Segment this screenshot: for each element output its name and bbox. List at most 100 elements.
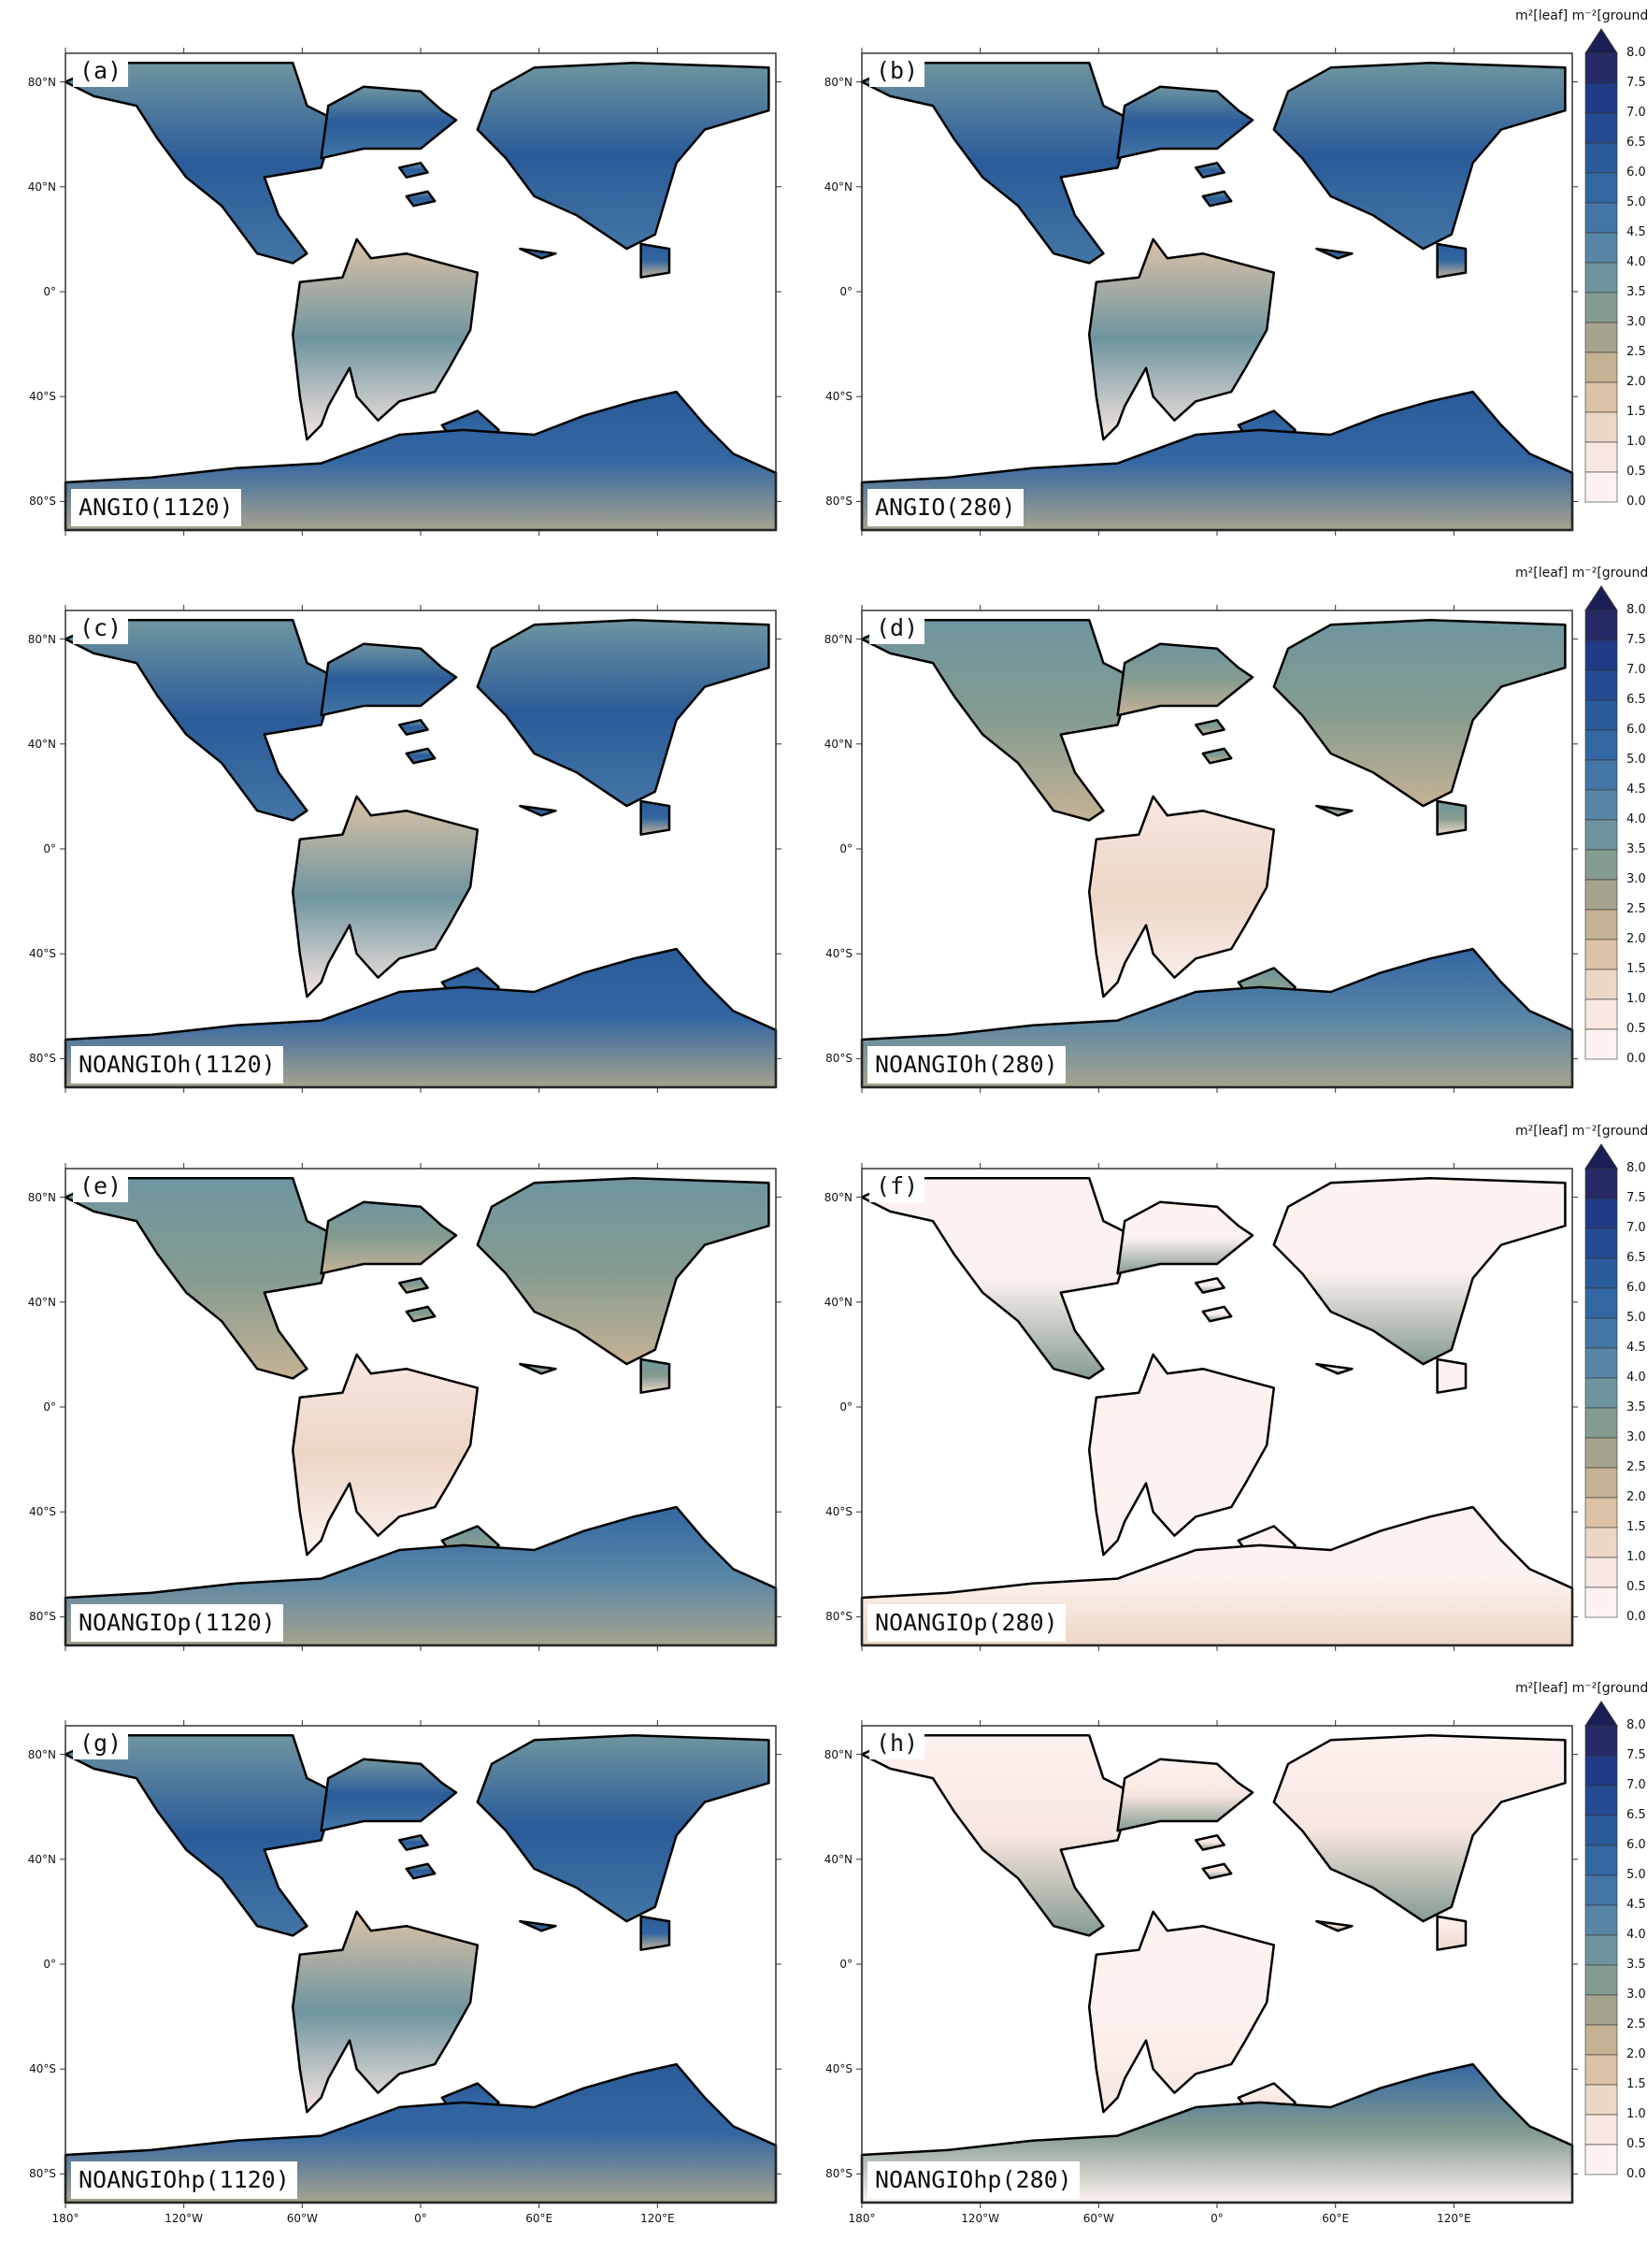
colorbar-tick: 7.0 xyxy=(1627,106,1646,120)
colorbar-swatch xyxy=(1584,1994,1618,2026)
colorbar-swatch xyxy=(1584,2054,1618,2086)
lat-label: 40°S xyxy=(29,947,56,961)
lat-label: 40°S xyxy=(29,1505,56,1519)
colorbar: m²[leaf] m⁻²[ground_CELL] 8.0 7.5 7.0 6.5 6.0… xyxy=(1515,1124,1648,1657)
colorbar-swatch xyxy=(1584,232,1618,264)
colorbar-tick: 2.5 xyxy=(1627,1460,1646,1474)
colorbar-unit: m²[leaf] m⁻²[ground_CELL] xyxy=(1515,8,1648,23)
landmass xyxy=(1194,162,1225,179)
landmass xyxy=(320,1758,458,1832)
map-svg-h xyxy=(856,1720,1578,2208)
lon-label: 0° xyxy=(414,2212,427,2225)
landmass xyxy=(397,719,429,736)
map-svg-a xyxy=(60,48,781,536)
colorbar-swatch xyxy=(1584,1874,1618,1906)
colorbar-swatch xyxy=(1584,789,1618,821)
lat-label: 0° xyxy=(43,1958,56,1971)
colorbar-tick: 0.5 xyxy=(1627,465,1646,479)
colorbar-tick: 3.5 xyxy=(1627,285,1646,299)
landmass xyxy=(320,642,458,717)
colorbar-tick: 7.5 xyxy=(1627,1191,1646,1205)
landmass xyxy=(1315,1362,1354,1375)
landmass xyxy=(1201,1862,1233,1880)
landmass xyxy=(1436,1915,1468,1951)
panel-letter: (e) xyxy=(73,1170,129,1202)
colorbar-tick: 3.5 xyxy=(1627,1958,1646,1972)
lon-label: 60°E xyxy=(1322,2212,1350,2225)
colorbar-extend xyxy=(1584,1701,1618,1727)
colorbar-swatch xyxy=(1584,1287,1618,1319)
colorbar-swatch xyxy=(1584,2084,1618,2116)
lat-label: 0° xyxy=(43,842,56,855)
colorbar-tick: 6.0 xyxy=(1627,1838,1646,1852)
run-label: ANGIO(280) xyxy=(867,489,1024,526)
landmass xyxy=(1194,719,1225,736)
landmass xyxy=(476,61,770,251)
landmass xyxy=(860,1176,1134,1380)
panel-letter: (g) xyxy=(73,1728,129,1759)
map-svg-d xyxy=(856,605,1578,1093)
landmass xyxy=(1116,1758,1254,1832)
lon-label: 120°E xyxy=(640,2212,675,2225)
landmass xyxy=(291,1910,480,2114)
colorbar-svg xyxy=(1584,1143,1618,1618)
lat-label: 80°N xyxy=(27,632,56,646)
colorbar-swatch xyxy=(1584,1317,1618,1349)
colorbar-tick: 6.5 xyxy=(1627,693,1646,707)
colorbar-svg xyxy=(1584,585,1618,1060)
colorbar-swatch xyxy=(1584,1437,1618,1469)
panel-letter: (c) xyxy=(73,612,129,644)
lat-label: 40°N xyxy=(27,737,56,751)
colorbar-swatch xyxy=(1584,759,1618,791)
lat-label: 80°S xyxy=(29,1610,56,1624)
landmass xyxy=(397,1834,429,1851)
colorbar-swatch xyxy=(1584,1904,1618,1936)
colorbar-tick: 8.0 xyxy=(1627,1161,1646,1175)
colorbar-swatch xyxy=(1584,669,1618,701)
colorbar-tick: 4.0 xyxy=(1627,1928,1646,1942)
run-label: NOANGIOhp(280) xyxy=(867,2161,1080,2199)
lon-label: 120°W xyxy=(961,2212,1000,2225)
map-panel-f: 80°N 40°N 0° 40°S 80°S (f) NOANGIOp(280) m²[lea… xyxy=(796,1124,1648,1711)
colorbar-swatch xyxy=(1584,729,1618,761)
landmass xyxy=(1087,237,1276,441)
lat-label: 80°N xyxy=(824,75,853,89)
colorbar-tick: 0.5 xyxy=(1627,1022,1646,1036)
landmass xyxy=(64,1733,337,1937)
landmass xyxy=(1201,190,1233,208)
lat-label: 80°S xyxy=(825,1610,853,1624)
lat-label: 0° xyxy=(43,285,56,298)
colorbar-tick: 7.0 xyxy=(1627,663,1646,677)
colorbar-tick: 2.5 xyxy=(1627,2017,1646,2031)
lat-label: 40°N xyxy=(27,1852,56,1866)
colorbar-swatch xyxy=(1584,879,1618,911)
colorbar-swatch xyxy=(1584,112,1618,144)
colorbar-swatch xyxy=(1584,471,1618,503)
colorbar-swatch xyxy=(1584,1347,1618,1379)
lat-label: 80°N xyxy=(824,632,853,646)
colorbar-tick: 3.0 xyxy=(1627,872,1646,886)
run-label: NOANGIOh(280) xyxy=(867,1046,1066,1084)
lat-label: 40°S xyxy=(825,947,853,961)
colorbar-tick: 1.5 xyxy=(1627,1520,1646,1534)
landmass xyxy=(860,618,1134,822)
colorbar-tick: 1.5 xyxy=(1627,405,1646,419)
colorbar-tick: 4.5 xyxy=(1627,1341,1646,1355)
landmass xyxy=(1194,1277,1225,1294)
colorbar-tick: 1.0 xyxy=(1627,1550,1646,1564)
landmass xyxy=(860,61,1134,265)
lat-label: 0° xyxy=(839,285,853,298)
colorbar-tick: 3.0 xyxy=(1627,315,1646,329)
map-svg-f xyxy=(856,1163,1578,1651)
landmass xyxy=(1272,1733,1567,1923)
landmass xyxy=(291,1353,480,1557)
colorbar-svg xyxy=(1584,28,1618,503)
landmass xyxy=(320,1200,458,1275)
colorbar-swatch xyxy=(1584,2144,1618,2175)
landmass xyxy=(1436,1357,1468,1394)
lat-label: 80°N xyxy=(824,1190,853,1204)
colorbar-swatch xyxy=(1584,52,1618,84)
landmass xyxy=(397,1277,429,1294)
colorbar-tick: 1.5 xyxy=(1627,962,1646,976)
colorbar-swatch xyxy=(1584,1934,1618,1966)
